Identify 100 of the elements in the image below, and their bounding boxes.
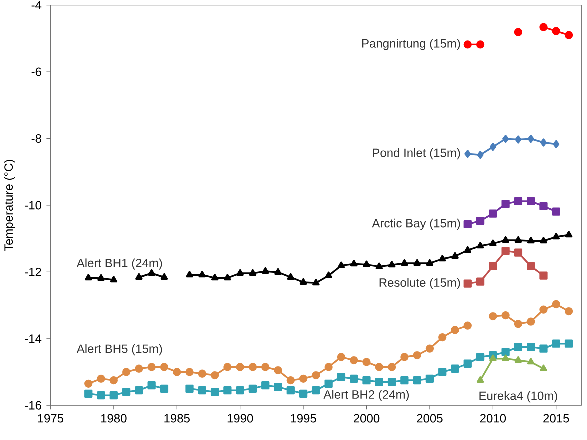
point: [84, 274, 92, 281]
series-label: Resolute (15m): [380, 278, 460, 290]
y-tick-label: -12: [25, 268, 42, 276]
point: [388, 363, 396, 372]
point: [363, 260, 370, 268]
point: [350, 374, 358, 383]
point: [388, 260, 396, 268]
point: [262, 363, 270, 372]
point: [502, 236, 510, 243]
point: [426, 374, 434, 383]
x-tick-label: 1985: [164, 414, 190, 423]
point: [84, 390, 93, 398]
series-label: Pond Inlet (15m): [373, 148, 460, 160]
point: [376, 262, 384, 270]
point: [464, 360, 472, 368]
series-label: Arctic Bay (15m): [372, 218, 460, 230]
x-tick-label: 1990: [228, 414, 254, 423]
point: [476, 242, 484, 248]
point: [414, 259, 421, 266]
point: [375, 363, 384, 372]
point: [160, 273, 168, 280]
point: [362, 376, 371, 384]
point: [413, 376, 422, 384]
point: [464, 322, 472, 330]
point: [514, 343, 523, 352]
point: [325, 272, 332, 278]
point: [198, 370, 206, 378]
point: [413, 351, 422, 360]
point: [564, 31, 574, 40]
point: [502, 134, 510, 144]
x-tick-label: 2005: [417, 414, 443, 423]
y-axis-title: Temperature (°C): [4, 160, 16, 252]
point: [248, 363, 258, 372]
point: [527, 236, 535, 244]
y-tick-label: -16: [25, 401, 42, 410]
point: [476, 376, 484, 383]
point: [464, 246, 472, 253]
point: [552, 340, 560, 348]
point: [324, 380, 333, 388]
point: [375, 378, 384, 386]
point: [236, 363, 244, 372]
point: [97, 391, 106, 400]
point: [110, 276, 118, 283]
series-label: Pangnirtung (15m): [362, 38, 460, 50]
point: [564, 340, 574, 348]
point: [224, 363, 232, 372]
point: [350, 260, 358, 266]
point: [287, 273, 295, 280]
point: [136, 273, 143, 280]
point: [527, 262, 536, 270]
y-tick-label: -8: [32, 134, 42, 143]
point: [502, 348, 510, 356]
point: [249, 269, 257, 276]
x-tick-label: 2010: [480, 414, 506, 423]
point: [489, 210, 498, 218]
point: [490, 354, 497, 362]
point: [552, 232, 560, 240]
series-label: Alert BH2 (24m): [324, 390, 410, 402]
y-tick-label: -10: [25, 201, 42, 210]
point: [514, 236, 522, 243]
series-label: Eureka4 (10m): [480, 391, 558, 403]
point: [540, 306, 548, 314]
point: [490, 142, 496, 152]
point: [324, 363, 333, 372]
point: [514, 320, 523, 328]
point: [464, 280, 472, 288]
point: [452, 252, 459, 259]
point: [540, 344, 548, 353]
point: [476, 278, 485, 286]
point: [552, 208, 560, 216]
point: [401, 259, 408, 266]
point: [236, 269, 244, 276]
point: [186, 270, 194, 278]
point: [211, 274, 219, 281]
point: [300, 278, 308, 285]
x-tick-label: 1980: [101, 414, 127, 423]
point: [515, 136, 522, 144]
point: [198, 270, 206, 278]
point: [426, 344, 434, 353]
x-tick-label: 2015: [544, 414, 570, 423]
point: [564, 307, 574, 316]
point: [274, 366, 282, 374]
point: [286, 386, 295, 395]
point: [337, 373, 346, 382]
point: [477, 150, 484, 160]
point: [338, 262, 346, 268]
point: [426, 259, 434, 266]
point: [274, 268, 282, 275]
point: [299, 374, 308, 383]
point: [122, 388, 131, 396]
y-tick-label: -6: [32, 68, 42, 76]
point: [224, 386, 232, 395]
point: [514, 356, 522, 363]
point: [489, 262, 498, 270]
point: [274, 383, 282, 392]
point: [528, 134, 534, 144]
point: [262, 381, 270, 390]
point: [540, 23, 548, 32]
point: [400, 353, 409, 362]
y-tick-label: -4: [32, 1, 42, 10]
